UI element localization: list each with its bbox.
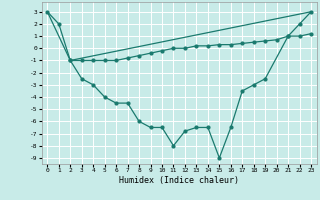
- X-axis label: Humidex (Indice chaleur): Humidex (Indice chaleur): [119, 176, 239, 185]
